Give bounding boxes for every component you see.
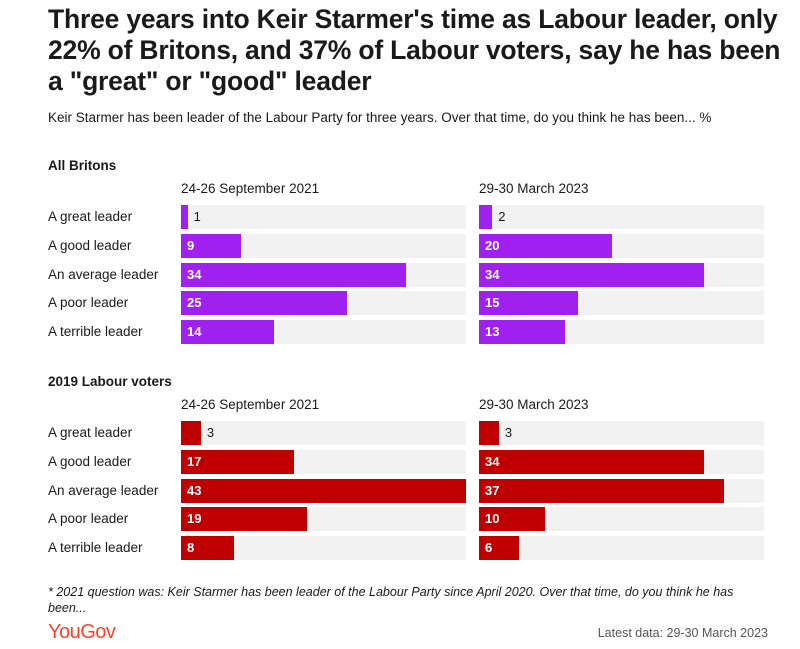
yougov-logo: YouGov	[48, 621, 116, 643]
bar	[181, 421, 201, 445]
bar	[479, 449, 705, 474]
bar-track: 8	[181, 536, 466, 560]
data-label: 8	[187, 540, 195, 555]
bar-track: 17	[181, 449, 466, 474]
data-label: 14	[187, 324, 202, 339]
bar-track: 3	[181, 421, 466, 445]
bar	[479, 421, 499, 445]
bar	[181, 205, 188, 229]
bar	[479, 320, 566, 344]
bar-track: 6	[479, 536, 764, 560]
footnote: * 2021 question was: Keir Starmer has be…	[48, 585, 734, 615]
bar-track: 19	[181, 507, 466, 532]
bar	[479, 291, 579, 316]
category-label: A good leader	[48, 453, 132, 469]
bar	[479, 478, 725, 503]
series-header: 24-26 September 2021	[181, 397, 320, 412]
category-label: An average leader	[48, 482, 159, 498]
data-label: 6	[485, 540, 493, 555]
data-label: 9	[187, 237, 195, 253]
bar-track: 34	[181, 262, 466, 287]
category-label: A terrible leader	[48, 540, 143, 555]
bar-track: 15	[479, 291, 764, 316]
category-label: A poor leader	[48, 295, 129, 311]
bar	[181, 291, 347, 316]
data-label: 34	[485, 266, 500, 282]
bar	[181, 262, 407, 287]
category-label: A terrible leader	[48, 324, 143, 339]
data-label: 13	[485, 324, 500, 339]
bar-track: 13	[479, 320, 764, 344]
panel-group-label: 2019 Labour voters	[48, 374, 172, 389]
data-label: 17	[187, 453, 202, 469]
bar-track: 10	[479, 507, 764, 532]
bar-track: 1	[181, 205, 466, 229]
series-header: 24-26 September 2021	[181, 181, 320, 196]
latest-data-note: Latest data: 29-30 March 2023	[597, 626, 768, 640]
bar-track: 9	[181, 233, 466, 258]
bar-track: 3	[479, 421, 764, 445]
bar	[479, 233, 612, 258]
data-label: 3	[206, 425, 215, 440]
data-label: 20	[485, 237, 500, 253]
bar-track: 37	[479, 478, 764, 503]
bar	[479, 507, 546, 532]
data-label: 19	[187, 511, 202, 527]
chart-title: Three years into Keir Starmer's time as …	[48, 4, 781, 96]
chart-subtitle: Keir Starmer has been leader of the Labo…	[48, 110, 712, 125]
category-label: An average leader	[48, 266, 159, 282]
data-label: 2	[498, 209, 506, 224]
bar	[181, 478, 466, 503]
bar-track: 20	[479, 233, 764, 258]
bar	[181, 233, 241, 258]
bar	[479, 536, 519, 560]
category-label: A good leader	[48, 237, 132, 253]
bar-track: 34	[479, 262, 764, 287]
series-header: 29-30 March 2023	[479, 397, 589, 412]
data-label: 25	[187, 295, 202, 311]
category-label: A great leader	[48, 425, 133, 440]
bar	[181, 507, 307, 532]
data-label: 34	[187, 266, 202, 282]
bar	[181, 449, 294, 474]
bar	[181, 320, 274, 344]
data-label: 10	[485, 511, 500, 527]
bar-track: 2	[479, 205, 764, 229]
bar-track: 25	[181, 291, 466, 316]
bar-track: 34	[479, 449, 764, 474]
bar	[479, 205, 493, 229]
data-label: 1	[193, 209, 201, 224]
bar-track: 43	[181, 478, 466, 503]
category-label: A great leader	[48, 209, 133, 224]
bar-track: 14	[181, 320, 466, 344]
series-header: 29-30 March 2023	[479, 181, 589, 196]
data-label: 37	[485, 482, 500, 498]
data-label: 34	[485, 453, 500, 469]
data-label: 43	[187, 482, 202, 498]
bar	[181, 536, 235, 560]
data-label: 3	[504, 425, 513, 440]
bar	[479, 262, 705, 287]
panel-group-label: All Britons	[48, 158, 117, 173]
category-label: A poor leader	[48, 511, 129, 527]
data-label: 15	[485, 295, 500, 311]
